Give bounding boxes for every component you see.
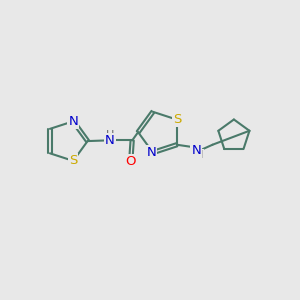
Text: N: N bbox=[191, 144, 201, 157]
Text: N: N bbox=[146, 146, 156, 159]
Text: S: S bbox=[172, 113, 181, 126]
Text: O: O bbox=[125, 155, 136, 168]
Text: H: H bbox=[106, 130, 114, 140]
Text: N: N bbox=[68, 115, 78, 128]
Text: H: H bbox=[195, 150, 203, 160]
Text: S: S bbox=[69, 154, 77, 167]
Text: N: N bbox=[105, 134, 115, 147]
